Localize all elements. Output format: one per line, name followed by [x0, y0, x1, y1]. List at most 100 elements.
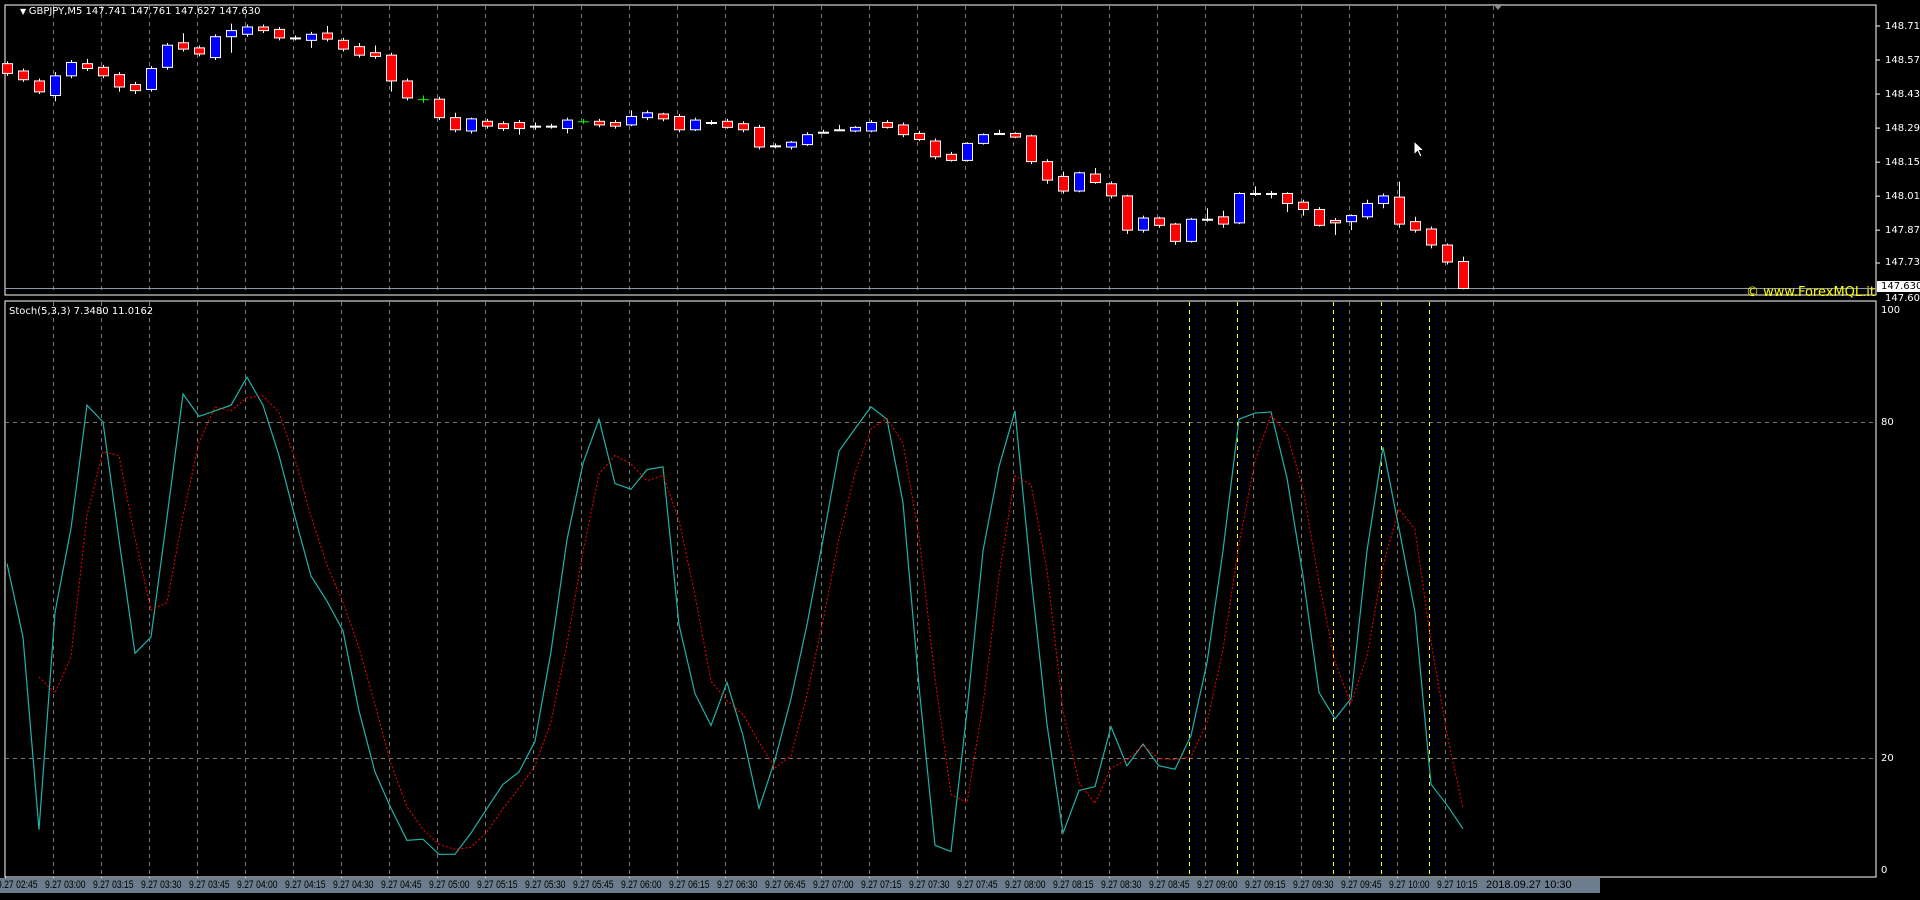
price-tick-label: 148.570: [1885, 54, 1920, 66]
time-tick-label: 9.27 10:00: [1389, 879, 1430, 891]
price-tick-label: 148.290: [1885, 122, 1920, 134]
chart-shift-marker-icon[interactable]: [1493, 4, 1503, 10]
time-tick-label: 9.27 04:15: [285, 879, 326, 891]
time-tick-label: 9.27 07:00: [813, 879, 854, 891]
candle-bull: [802, 134, 813, 146]
time-tick-label: 9.27 07:45: [957, 879, 998, 891]
candle-bear: [658, 113, 669, 120]
candle-bear: [1330, 219, 1341, 224]
price-tick-label: 148.430: [1885, 88, 1920, 100]
time-tick-label: 9.27 05:00: [429, 879, 470, 891]
stochastic-panel-border: [4, 300, 1877, 878]
candle-bear: [1170, 223, 1181, 242]
candle-bear: [258, 26, 269, 32]
candle-bear: [114, 74, 125, 88]
candle-bear: [1442, 244, 1453, 263]
time-tick-label: 9.27 03:00: [45, 879, 86, 891]
candle-bear: [1026, 135, 1037, 163]
candle-bull: [978, 134, 989, 144]
candle-bear: [34, 80, 45, 93]
time-tick-label: 9.27 09:30: [1293, 879, 1334, 891]
stoch-tick-label: 20: [1881, 752, 1894, 764]
candle-bull: [1378, 195, 1389, 204]
candle-bear: [722, 120, 733, 128]
time-tick-label: 9.27 03:30: [141, 879, 182, 891]
candle-bear: [674, 115, 685, 131]
candle-bear: [594, 120, 605, 126]
candle-bull: [1138, 217, 1149, 231]
symbol-ohlc: GBPJPY,M5 147.741 147.761 147.627 147.63…: [28, 6, 261, 17]
candle-bear: [754, 126, 765, 148]
candle-bear: [2, 63, 13, 74]
candle-bull: [866, 121, 877, 132]
stoch-main-line: [6, 375, 1464, 855]
dropdown-triangle-icon[interactable]: ▼: [20, 7, 29, 16]
candle-bear: [370, 52, 381, 57]
price-tick-label: 147.735: [1885, 257, 1920, 269]
candle-bull: [242, 26, 253, 35]
candle-bull: [1074, 172, 1085, 192]
time-tick-label: 9.27 07:15: [861, 879, 902, 891]
time-tick-label: 9.27 04:00: [237, 879, 278, 891]
candle-bull: [50, 75, 61, 97]
candle-bear: [130, 84, 141, 92]
candle-bear: [82, 63, 93, 70]
candle-bear: [930, 140, 941, 158]
time-tick-label: 9.27 03:15: [93, 879, 134, 891]
candle-bull: [786, 141, 797, 148]
stoch-tick-label: 80: [1881, 416, 1894, 428]
stoch-signal-line: [38, 395, 1464, 850]
time-tick-label: 9.27 06:15: [669, 879, 710, 891]
symbol-header: ▼ GBPJPY,M5 147.741 147.761 147.627 147.…: [20, 6, 261, 17]
stochastic-label: Stoch(5,3,3) 7.3480 11.0162: [9, 306, 154, 317]
time-tick-label: 9.27 08:15: [1053, 879, 1094, 891]
time-tick-label: 9.27 02:45: [0, 879, 38, 891]
candle-bear: [738, 123, 749, 131]
time-tick-label: 9.27 09:00: [1197, 879, 1238, 891]
time-tick-label: 9.27 07:30: [909, 879, 950, 891]
candle-bear: [98, 66, 109, 77]
candle-bear: [1410, 221, 1421, 231]
time-tick-label: 9.27 08:45: [1149, 879, 1190, 891]
candle-bear: [482, 120, 493, 127]
stoch-tick-label: 0: [1881, 864, 1888, 876]
candle-bull: [162, 44, 173, 68]
candle-bear: [194, 47, 205, 55]
candle-bull: [850, 126, 861, 132]
candle-bull: [1362, 202, 1373, 218]
candle-bull: [642, 112, 653, 119]
time-tick-label: 9.27 06:00: [621, 879, 662, 891]
candle-bull: [1186, 218, 1197, 242]
candle-bull: [562, 119, 573, 130]
candle-bear: [450, 117, 461, 131]
time-axis[interactable]: 9.27 02:45 9.27 03:00 9.27 03:15 9.27 03:30…: [0, 878, 1600, 893]
candle-bull: [1234, 192, 1245, 224]
candle-bear: [18, 70, 29, 81]
candle-bear: [322, 32, 333, 40]
candle-bear: [1458, 261, 1469, 290]
time-tick-label: 9.27 09:45: [1341, 879, 1382, 891]
price-tick-label: 148.710: [1885, 20, 1920, 32]
candle-bear: [386, 54, 397, 82]
candle-bull: [210, 36, 221, 59]
time-tick-label: 9.27 03:45: [189, 879, 230, 891]
candle-bull: [306, 33, 317, 41]
candle-bull: [1346, 215, 1357, 223]
time-tick-label: 9.27 04:45: [381, 879, 422, 891]
candle-bull: [466, 118, 477, 132]
candle-bear: [1394, 196, 1405, 225]
candle-bear: [610, 121, 621, 127]
main-panel-border: [4, 4, 1877, 296]
candle-bull: [690, 119, 701, 131]
current-price-box: 147.630: [1877, 281, 1920, 292]
time-tick-label: 9.27 04:30: [333, 879, 374, 891]
time-tick-label: 9.27 08:30: [1101, 879, 1142, 891]
time-tick-label: 9.27 05:15: [477, 879, 518, 891]
price-tick-label: 148.010: [1885, 190, 1920, 202]
time-tick-label: 9.27 06:45: [765, 879, 806, 891]
candle-bear: [1090, 173, 1101, 184]
time-last-label: 2018.09.27 10:30: [1486, 879, 1576, 892]
candle-bear: [274, 28, 285, 39]
candle-bear: [1298, 201, 1309, 211]
